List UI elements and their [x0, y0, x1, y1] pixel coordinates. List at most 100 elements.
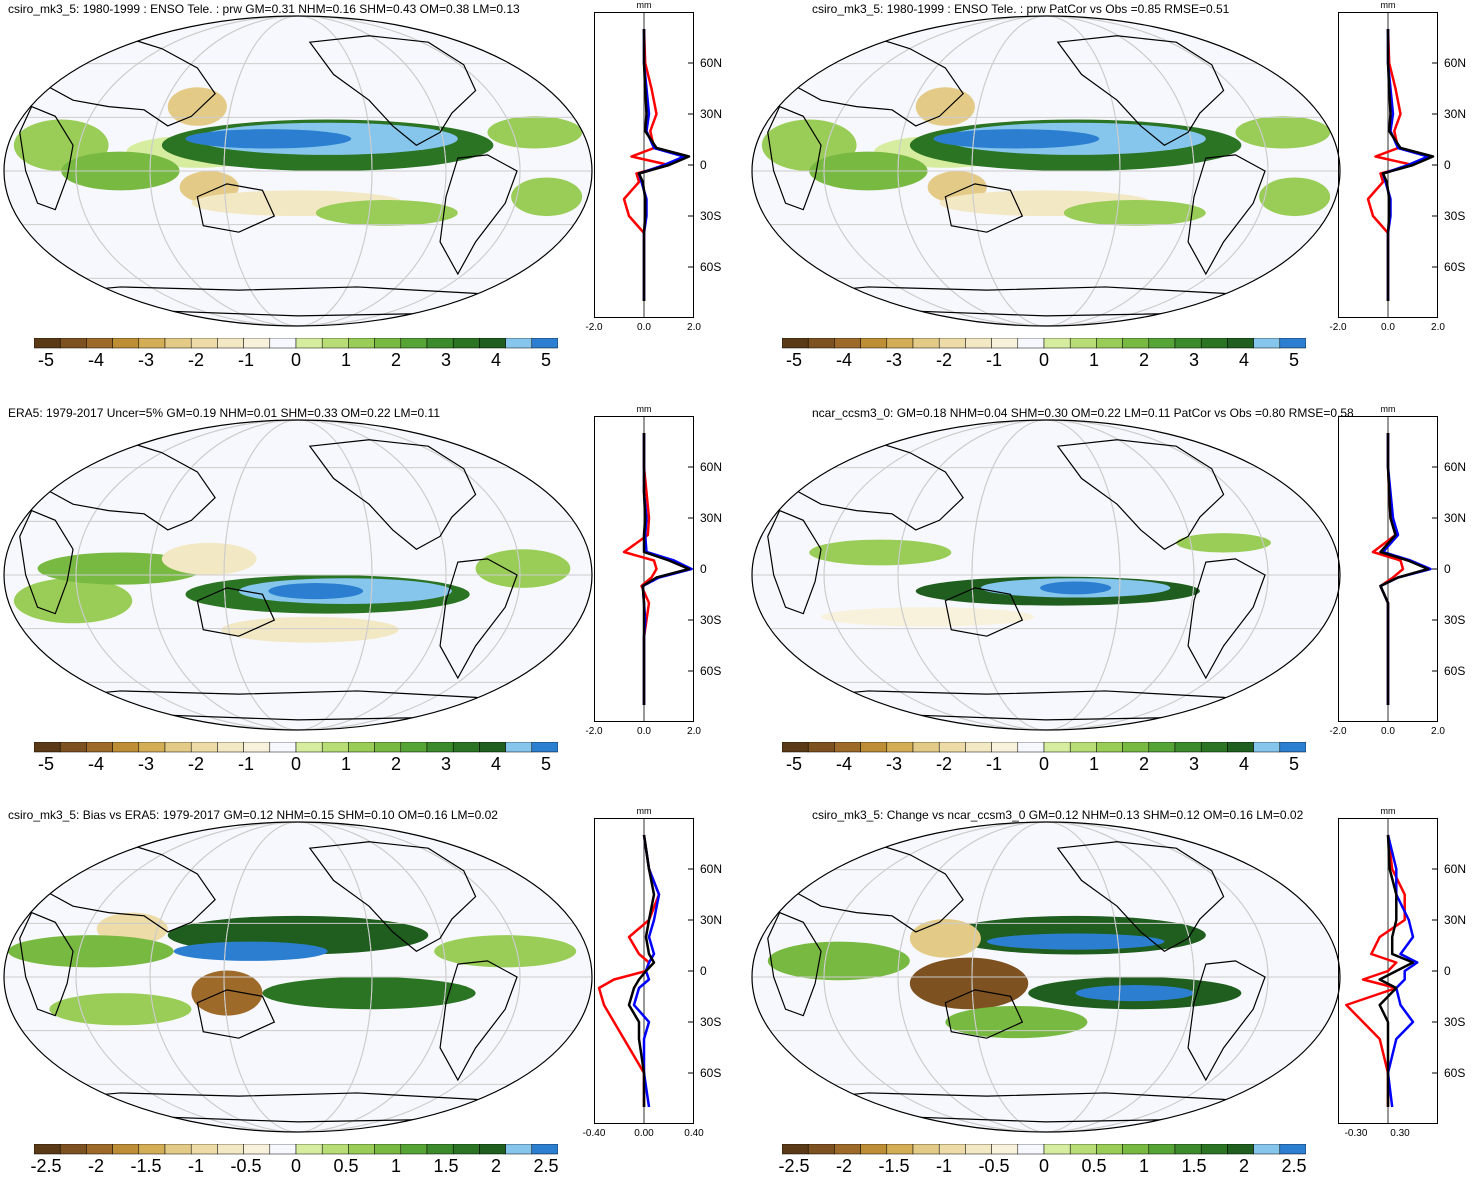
zonal-unit-label: mm [1380, 0, 1396, 10]
colorbar-tick-label: 5 [540, 350, 552, 370]
colorbar-swatch [1279, 337, 1307, 349]
colorbar-swatch [321, 1143, 349, 1155]
colorbar-swatch [991, 1143, 1019, 1155]
colorbar-swatch [1122, 741, 1150, 753]
colorbar-swatch [834, 337, 861, 349]
zonal-lat-tick-label: 30N [1444, 511, 1467, 525]
colorbar-swatch [479, 1143, 506, 1155]
colorbar-tick-label: 0 [290, 1156, 302, 1176]
colorbar-swatch [269, 741, 297, 753]
zonal-lat-tick-label: 60N [1444, 56, 1467, 70]
colorbar-swatch [59, 741, 87, 753]
panel-1: csiro_mk3_5: 1980-1999 : ENSO Tele. : pr… [0, 0, 737, 380]
colorbar-tick-label: 1 [340, 350, 352, 370]
colorbar-tick-label: 2 [490, 1156, 502, 1176]
zonal-lat-tick-label: 30S [700, 1015, 722, 1029]
colorbar-swatch [190, 741, 218, 753]
anomaly-region [49, 993, 192, 1026]
panel-title: csiro_mk3_5: 1980-1999 : ENSO Tele. : pr… [8, 2, 520, 16]
anomaly-region [37, 552, 204, 585]
coastline [1056, 841, 1225, 952]
map [750, 10, 1342, 337]
zonal-lat-tick-label: 60N [700, 862, 723, 876]
zonal-lat-tick-label: 30N [1444, 107, 1467, 121]
colorbar-tick-label: 2 [390, 350, 402, 370]
zonal-x-tick-label: -2.0 [1329, 322, 1347, 333]
colorbar-swatch [1279, 1143, 1307, 1155]
zonal-x-tick-label: 2.0 [687, 322, 701, 333]
anomaly-region [1063, 199, 1206, 226]
zonal-unit-label: mm [636, 806, 652, 816]
zonal-series-blue [1386, 834, 1419, 1108]
colorbar-swatch [505, 1143, 533, 1155]
zonal-series-red [1345, 834, 1406, 1107]
graticule-meridian [897, 822, 1195, 1132]
colorbar-swatch [505, 337, 533, 349]
colorbar-swatch [781, 741, 809, 753]
zonal-series-red [622, 433, 658, 705]
colorbar-tick-label: 1 [340, 754, 352, 774]
colorbar-swatch [479, 337, 506, 349]
coastline [439, 558, 518, 680]
colorbar-swatch [886, 1143, 914, 1155]
anomaly-region [13, 578, 133, 624]
colorbar [33, 740, 559, 758]
panel-2: csiro_mk3_5: 1980-1999 : ENSO Tele. : pr… [748, 0, 1481, 380]
anomaly-region [767, 941, 910, 981]
colorbar-swatch [1096, 337, 1123, 349]
colorbar-swatch [452, 337, 480, 349]
colorbar-swatch [1122, 1143, 1150, 1155]
panel-6: csiro_mk3_5: Change vs ncar_ccsm3_0 GM=0… [748, 806, 1481, 1186]
colorbar-swatch [965, 741, 992, 753]
colorbar-swatch [1069, 1143, 1097, 1155]
zonal-mean-plot: mm -0.30 0.30 60N 30N 0 30S 60S [1338, 806, 1483, 1148]
colorbar-tick-label: 0 [1038, 350, 1050, 370]
coastline [767, 105, 822, 211]
map [2, 414, 594, 741]
colorbar-tick-label: -4 [835, 350, 853, 370]
zonal-lat-tick-label: 60S [1444, 260, 1466, 274]
colorbar-swatch [452, 741, 480, 753]
colorbar-swatch [321, 741, 349, 753]
colorbar-swatch [1174, 741, 1202, 753]
zonal-mean-plot: mm -2.0 0.0 2.0 60N 30N 0 30S 60S [1329, 0, 1483, 342]
graticule-meridian [149, 822, 447, 1132]
colorbar-swatch [1069, 337, 1097, 349]
colorbar-tick-label: 4 [1238, 350, 1250, 370]
zonal-mean-plot: mm -2.0 0.0 2.0 60N 30N 0 30S 60S [585, 0, 744, 342]
graticule-meridian [223, 16, 373, 326]
zonal-x-tick-label: -2.0 [1329, 726, 1347, 737]
colorbar-swatch [33, 1143, 61, 1155]
colorbar-swatch [1174, 337, 1202, 349]
colorbar-swatch [1200, 741, 1228, 753]
coastline [196, 183, 276, 233]
anomaly-region [909, 957, 1029, 1010]
colorbar-tick-label: -5 [37, 754, 55, 774]
colorbar-swatch [886, 337, 914, 349]
colorbar-swatch [164, 1143, 192, 1155]
colorbar-swatch [807, 1143, 835, 1155]
colorbar-tick-label: 4 [490, 754, 502, 774]
colorbar-tick-label: 1.5 [1181, 1156, 1207, 1176]
zonal-unit-label: mm [1380, 404, 1396, 414]
zonal-lat-tick-label: 60S [700, 664, 722, 678]
zonal-lat-tick-label: 60N [700, 56, 723, 70]
colorbar-swatch [860, 337, 888, 349]
map-border [3, 15, 593, 327]
colorbar-swatch [243, 337, 271, 349]
panel-title: ERA5: 1979-2017 Uncer=5% GM=0.19 NHM=0.0… [8, 406, 441, 420]
colorbar-swatch [991, 337, 1019, 349]
anomaly-region [1176, 533, 1271, 553]
colorbar-tick-label: 1.5 [433, 1156, 459, 1176]
coastline [19, 105, 74, 211]
anomaly-region [173, 941, 328, 961]
colorbar-tick-label: -1 [237, 754, 255, 774]
colorbar-swatch [938, 337, 966, 349]
colorbar-swatch [479, 741, 506, 753]
colorbar-tick-label: 2.5 [1281, 1156, 1307, 1176]
zonal-x-tick-label: 0.0 [637, 726, 651, 737]
zonal-lat-tick-label: 0 [1444, 964, 1451, 978]
colorbar-swatch [269, 337, 297, 349]
panel-3: ERA5: 1979-2017 Uncer=5% GM=0.19 NHM=0.0… [0, 404, 737, 784]
colorbar-swatch [400, 741, 428, 753]
